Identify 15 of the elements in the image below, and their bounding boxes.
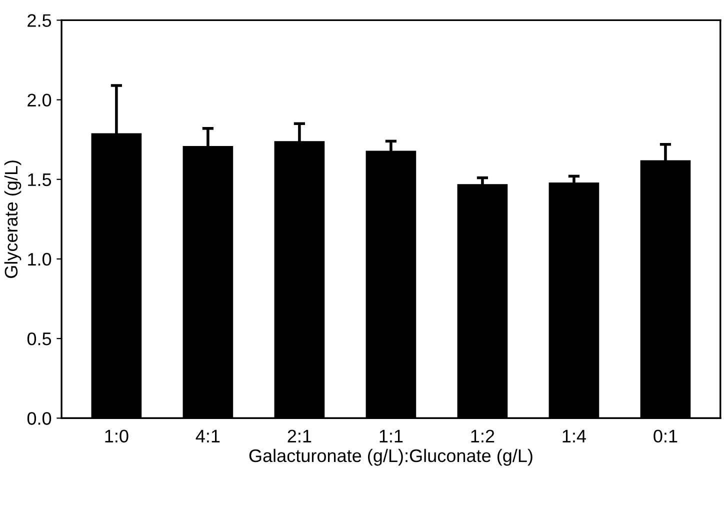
x-tick-label: 1:4 [562,430,586,442]
x-tick-label: 4:1 [196,430,220,442]
y-tick-label: 1.5 [28,173,52,186]
x-tick-label: 2:1 [288,430,312,442]
y-tick-label: 0.0 [27,412,52,425]
y-tick-label: 2.0 [28,94,52,107]
y-tick-label: 2.5 [28,14,52,27]
x-tick-label: 1:1 [380,430,403,442]
x-axis-title: Galacturonate (g/L):Gluconate (g/L) [249,448,532,466]
x-tick-label: 1:2 [471,430,494,442]
x-tick-label: 0:1 [654,430,678,443]
y-tick-label: 1.0 [28,252,52,266]
x-tick-label: 1:0 [105,430,128,443]
y-axis-title: Glycerate (g/L) [4,160,22,278]
y-tick-label: 0.5 [27,332,52,346]
